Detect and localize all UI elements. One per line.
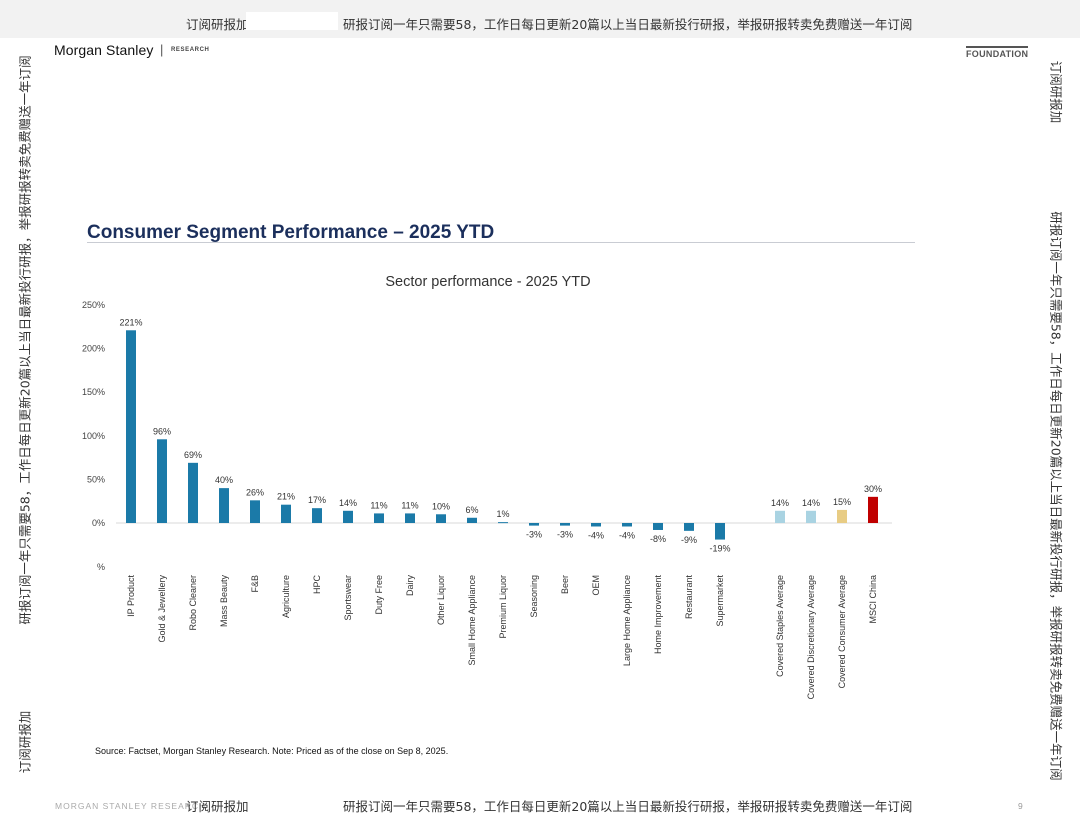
bar (188, 462, 198, 523)
bar (312, 508, 322, 523)
watermark-line-top: 研报订阅一年只需要58，工作日每日更新20篇以上当日最新投行研报，举报研报转卖免… (343, 17, 913, 32)
data-label: 30% (864, 484, 882, 494)
category-label: Beer (560, 575, 570, 594)
category-label: F&B (250, 575, 260, 593)
data-label: 21% (277, 492, 295, 502)
watermark-prefix-top: 订阅研报加 (186, 17, 249, 32)
data-label: 6% (465, 505, 478, 515)
y-tick-label: 100% (82, 431, 105, 441)
y-tick-label: 0% (92, 518, 105, 528)
bar (250, 500, 260, 523)
brand-logo: Morgan Stanley (54, 42, 154, 58)
data-label: -3% (526, 530, 542, 540)
category-label: Covered Consumer Average (837, 575, 847, 688)
category-label: Duty Free (374, 575, 384, 615)
bar (529, 523, 539, 526)
category-label: Covered Staples Average (775, 575, 785, 677)
page-title: Consumer Segment Performance – 2025 YTD (87, 222, 495, 243)
category-label: HPC (312, 575, 322, 595)
data-label: 11% (370, 500, 387, 510)
y-axis-label: % (97, 562, 105, 572)
bar (281, 504, 291, 523)
data-label: 40% (215, 475, 233, 485)
bar (868, 496, 878, 523)
bar (405, 513, 415, 523)
category-label: Mass Beauty (219, 575, 229, 628)
y-axis: 250% 200% 150% 100% 50% 0%% (82, 300, 892, 572)
footer-brand: MORGAN STANLEY RESEARCH (55, 801, 207, 811)
category-label: Dairy (405, 575, 415, 597)
foundation-tag: FOUNDATION (966, 46, 1029, 59)
bar (837, 509, 847, 523)
data-label: -19% (709, 544, 730, 554)
data-label: 11% (401, 500, 418, 510)
category-label: Gold & Jewellery (157, 575, 167, 643)
bar (467, 517, 477, 523)
bar (219, 488, 229, 523)
data-label: 10% (432, 501, 450, 511)
data-label: 15% (833, 497, 851, 507)
bar (715, 523, 725, 540)
data-label: 14% (339, 498, 357, 508)
data-label: 221% (119, 317, 142, 327)
chart-title: Sector performance - 2025 YTD (385, 274, 590, 290)
category-label: Sportswear (343, 575, 353, 621)
category-label: Premium Liquor (498, 575, 508, 639)
y-tick-label: 150% (82, 387, 105, 397)
data-label: 96% (153, 426, 171, 436)
category-label: Supermarket (715, 575, 725, 627)
category-label: IP Product (126, 575, 136, 617)
category-label: MSCI China (868, 575, 878, 624)
bar (806, 510, 816, 523)
bar (653, 523, 663, 530)
category-label: Small Home Appliance (467, 575, 477, 666)
data-label: 69% (184, 450, 202, 460)
data-label: -8% (650, 534, 666, 544)
bar (622, 523, 632, 527)
bar (775, 510, 785, 523)
data-label: 1% (496, 509, 509, 519)
data-label: 26% (246, 487, 264, 497)
bar (436, 514, 446, 523)
data-label: 14% (771, 498, 789, 508)
data-label: -3% (557, 530, 573, 540)
category-label: Restaurant (684, 575, 694, 620)
bars-group: 221% 96% 69% 40% 26% 21% 17% 14% 11% 11% 10% 6% 1% -3… (119, 317, 882, 553)
source-note: Source: Factset, Morgan Stanley Research… (95, 746, 449, 756)
category-label: Large Home Appliance (622, 575, 632, 666)
data-label: 14% (802, 498, 820, 508)
y-tick-label: 50% (87, 474, 105, 484)
x-axis-labels: IP Product Gold & Jewellery Robo Cleaner Ma… (126, 575, 878, 700)
category-label: Home Improvement (653, 575, 663, 655)
category-label: Seasoning (529, 575, 539, 618)
brand-separator: | (160, 42, 164, 57)
bar (343, 510, 353, 523)
bar (157, 439, 167, 523)
watermark-prefix-bottom: 订阅研报加 (186, 799, 249, 814)
bar (591, 523, 601, 527)
data-label: -4% (619, 530, 635, 540)
category-label: Covered Discretionary Average (806, 575, 816, 699)
category-label: Agriculture (281, 575, 291, 618)
bar (684, 523, 694, 531)
category-label: OEM (591, 575, 601, 596)
watermark-line-bottom: 研报订阅一年只需要58，工作日每日更新20篇以上当日最新投行研报，举报研报转卖免… (343, 799, 913, 814)
category-label: Robo Cleaner (188, 575, 198, 631)
page-number: 9 (1018, 801, 1023, 811)
category-label: Other Liquor (436, 575, 446, 625)
data-label: -4% (588, 530, 604, 540)
data-label: 17% (308, 495, 326, 505)
y-tick-label: 250% (82, 300, 105, 310)
title-divider (87, 242, 915, 243)
bar (374, 513, 384, 523)
bar (498, 522, 508, 524)
bar (126, 330, 136, 523)
brand-research-label: RESEARCH (171, 47, 210, 53)
bar (560, 523, 570, 526)
y-tick-label: 200% (82, 344, 105, 354)
watermark-banner-top (0, 0, 1080, 38)
data-label: -9% (681, 535, 697, 545)
watermark-blank-box (246, 12, 338, 30)
